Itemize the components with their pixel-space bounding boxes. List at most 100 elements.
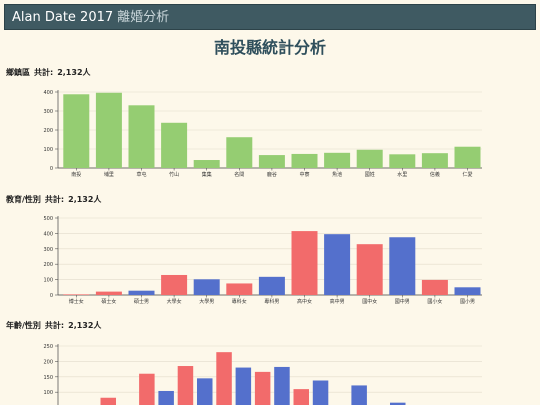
bar[interactable] bbox=[389, 154, 416, 168]
x-tick-label: 名間 bbox=[234, 171, 244, 178]
y-tick-label: 200 bbox=[43, 262, 53, 268]
bar[interactable] bbox=[356, 149, 383, 168]
bar[interactable] bbox=[161, 122, 188, 168]
bar[interactable] bbox=[161, 274, 188, 295]
y-tick-label: 400 bbox=[43, 90, 53, 96]
bar[interactable] bbox=[128, 290, 155, 295]
x-tick-label: 高中女 bbox=[297, 298, 312, 305]
bar[interactable] bbox=[421, 279, 448, 295]
top-navbar: Alan Date 2017 離婚分析 bbox=[4, 4, 536, 30]
bar[interactable] bbox=[291, 231, 318, 295]
bar[interactable] bbox=[100, 397, 117, 405]
bar[interactable] bbox=[193, 279, 220, 295]
x-tick-label: 竹山 bbox=[169, 171, 179, 178]
x-tick-label: 中寮 bbox=[299, 171, 309, 178]
bar[interactable] bbox=[291, 153, 318, 168]
x-tick-label: 碩士女 bbox=[101, 298, 116, 305]
x-tick-label: 國小女 bbox=[427, 298, 442, 305]
chart-2-title: 教育/性別 bbox=[6, 195, 41, 204]
x-tick-label: 專科女 bbox=[232, 298, 247, 305]
x-tick-label: 專科男 bbox=[264, 298, 279, 305]
bar[interactable] bbox=[235, 367, 252, 405]
bar[interactable] bbox=[351, 385, 367, 405]
x-tick-label: 鹿谷 bbox=[267, 171, 277, 178]
chart-2-education-gender: 0 100 200 300 400 500 博士女 碩士女 碩士男 大學女 大學男 專科女 專科男 高中女… bbox=[43, 216, 482, 305]
bar[interactable] bbox=[356, 244, 383, 295]
bar[interactable] bbox=[254, 371, 271, 405]
chart-1-township: 0 100 200 300 400 南投 埔里 草屯 竹山 集集 名間 鹿谷 中寮 魚池 國姓 水里 信義 仁愛 bbox=[43, 90, 482, 178]
chart-3-title: 年齡/性別 bbox=[6, 321, 41, 330]
bar[interactable] bbox=[390, 402, 406, 405]
y-tick-label: 300 bbox=[43, 109, 53, 115]
chart-1-heading: 鄉鎮區 共計: 2,132人 bbox=[6, 68, 91, 78]
section-name: 離婚分析 bbox=[117, 10, 170, 25]
bar[interactable] bbox=[63, 94, 90, 168]
chart-1-title: 鄉鎮區 bbox=[6, 68, 30, 77]
bar[interactable] bbox=[293, 389, 310, 405]
x-tick-label: 博士女 bbox=[69, 298, 84, 305]
bar[interactable] bbox=[139, 373, 155, 405]
chart-3-heading: 年齡/性別 共計: 2,132人 bbox=[6, 321, 101, 331]
chart-3-total-label: 共計: bbox=[44, 321, 65, 330]
bar[interactable] bbox=[128, 105, 155, 168]
bar[interactable] bbox=[226, 283, 253, 295]
bar[interactable] bbox=[324, 234, 351, 295]
brand-name: Alan Date 2017 bbox=[12, 10, 114, 25]
x-tick-label: 高中男 bbox=[330, 298, 345, 305]
bar[interactable] bbox=[324, 152, 351, 168]
y-tick-label: 200 bbox=[43, 359, 53, 365]
chart-2-total-label: 共計: bbox=[44, 195, 65, 204]
x-tick-label: 國姓 bbox=[365, 171, 375, 178]
bar[interactable] bbox=[177, 366, 194, 405]
bar[interactable] bbox=[216, 352, 232, 405]
bar[interactable] bbox=[226, 137, 253, 168]
bar[interactable] bbox=[454, 287, 481, 295]
x-tick-label: 魚池 bbox=[332, 171, 342, 178]
bar[interactable] bbox=[312, 380, 329, 405]
x-tick-label: 水里 bbox=[397, 171, 407, 178]
bar[interactable] bbox=[258, 155, 285, 168]
y-tick-label: 300 bbox=[43, 247, 53, 253]
chart-1-total: 2,132人 bbox=[57, 68, 91, 77]
bar[interactable] bbox=[421, 153, 448, 168]
chart-3-age-gender: 100 150 200 250 bbox=[43, 344, 482, 405]
x-tick-label: 集集 bbox=[202, 171, 212, 178]
y-tick-label: 150 bbox=[43, 375, 53, 381]
y-tick-label: 100 bbox=[43, 390, 53, 396]
bar[interactable] bbox=[454, 146, 481, 168]
x-tick-label: 草屯 bbox=[136, 171, 146, 178]
bar[interactable] bbox=[95, 92, 122, 168]
y-tick-label: 100 bbox=[43, 278, 53, 284]
chart-1-total-label: 共計: bbox=[34, 68, 54, 77]
chart-2-heading: 教育/性別 共計: 2,132人 bbox=[6, 195, 101, 205]
y-tick-label: 250 bbox=[43, 344, 53, 350]
chart-3-total: 2,132人 bbox=[68, 321, 102, 330]
bar[interactable] bbox=[193, 160, 220, 168]
y-tick-label: 400 bbox=[43, 231, 53, 237]
x-tick-label: 碩士男 bbox=[134, 298, 149, 305]
bar[interactable] bbox=[389, 237, 416, 295]
x-tick-label: 大學男 bbox=[199, 298, 214, 305]
bar[interactable] bbox=[158, 390, 174, 405]
y-tick-label: 100 bbox=[43, 147, 53, 153]
y-tick-label: 0 bbox=[50, 293, 53, 299]
bar[interactable] bbox=[274, 366, 290, 405]
navbar-brand[interactable]: Alan Date 2017 離婚分析 bbox=[12, 10, 169, 25]
y-tick-label: 200 bbox=[43, 128, 53, 134]
x-tick-label: 國小男 bbox=[460, 298, 475, 305]
x-tick-label: 國中女 bbox=[362, 298, 377, 305]
y-tick-label: 0 bbox=[50, 166, 53, 172]
x-tick-label: 埔里 bbox=[104, 171, 114, 178]
bar[interactable] bbox=[197, 378, 213, 405]
x-tick-label: 南投 bbox=[71, 171, 81, 178]
y-tick-label: 500 bbox=[43, 216, 53, 222]
x-tick-label: 仁愛 bbox=[462, 171, 472, 178]
chart-2-total: 2,132人 bbox=[68, 195, 102, 204]
bar[interactable] bbox=[63, 294, 90, 295]
page-title: 南投縣統計分析 bbox=[213, 38, 326, 57]
bar[interactable] bbox=[95, 291, 122, 295]
x-tick-label: 信義 bbox=[430, 171, 440, 178]
x-tick-label: 國中男 bbox=[395, 298, 410, 305]
bar[interactable] bbox=[258, 276, 285, 295]
x-tick-label: 大學女 bbox=[167, 298, 182, 305]
